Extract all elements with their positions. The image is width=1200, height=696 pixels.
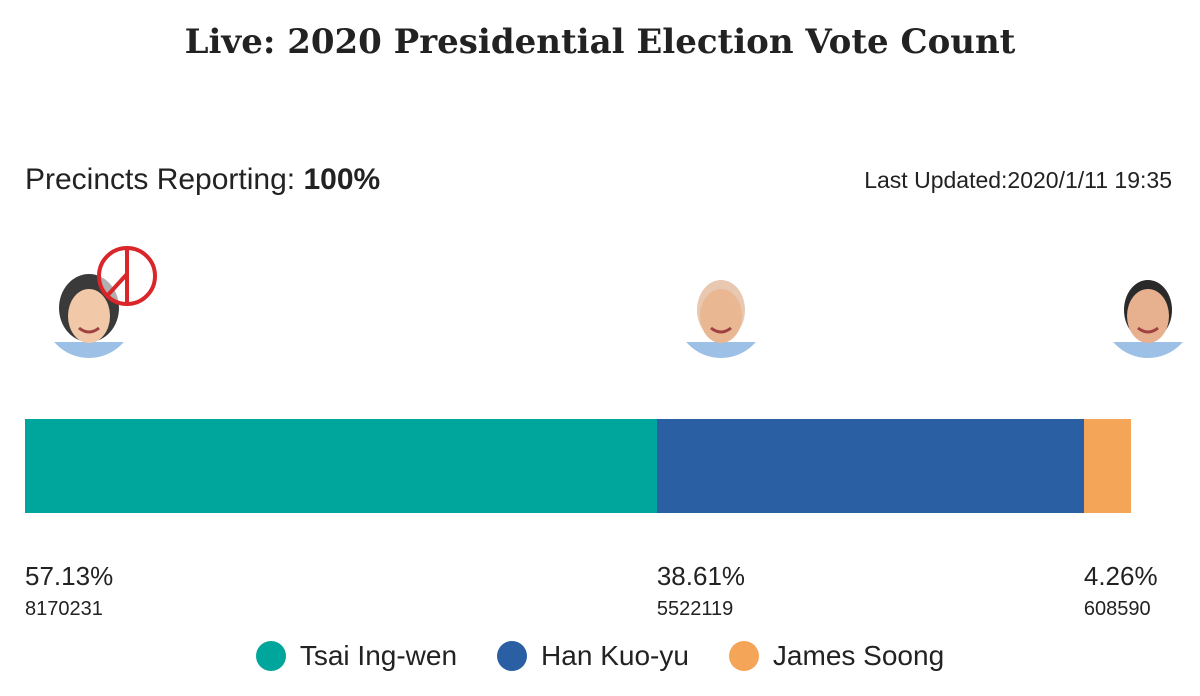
- bar-segment: 38.61% 5522119: [656, 266, 1084, 620]
- vote-count: 608590: [1083, 598, 1151, 620]
- candidate-photo: [43, 246, 157, 358]
- candidate-result: 4.26% 608590: [1084, 561, 1158, 621]
- legend-swatch: [497, 641, 528, 671]
- candidate-result: 57.13% 8170231: [25, 561, 113, 621]
- precincts-reporting: Precincts Reporting: 100%: [25, 163, 380, 197]
- last-updated: Last Updated:2020/1/11 19:35: [864, 167, 1172, 193]
- winner-stamp-icon: [95, 244, 159, 313]
- bar-segment: 57.13% 8170231: [25, 246, 657, 620]
- legend-item: Tsai Ing-wen: [255, 640, 458, 672]
- legend-label: Han Kuo-yu: [541, 640, 689, 671]
- legend: Tsai Ing-wen Han Kuo-yu James Soong: [0, 640, 1200, 672]
- vote-count: 8170231: [25, 598, 103, 620]
- percent-label: 38.61%: [656, 561, 746, 591]
- legend-swatch: [728, 641, 759, 671]
- legend-swatch: [255, 641, 286, 671]
- candidate-photo: [674, 266, 767, 358]
- legend-item: James Soong: [728, 640, 945, 672]
- precincts-value: 100%: [303, 163, 381, 196]
- legend-label: Tsai Ing-wen: [299, 640, 458, 671]
- vote-share-bar: 57.13% 8170231 38.61% 5522119 4.26% 608590: [25, 246, 1194, 620]
- legend-label: James Soong: [772, 640, 945, 671]
- precincts-label: Precincts Reporting:: [25, 163, 304, 196]
- candidate-result: 38.61% 5522119: [657, 561, 745, 621]
- legend-item: Han Kuo-yu: [497, 640, 689, 672]
- page-title: Live: 2020 Presidential Election Vote Co…: [184, 22, 1016, 62]
- vote-count: 5522119: [656, 598, 734, 620]
- percent-label: 4.26%: [1083, 561, 1158, 591]
- bar-segment: 4.26% 608590: [1083, 266, 1194, 620]
- percent-label: 57.13%: [25, 561, 114, 591]
- candidate-photo: [1101, 266, 1194, 358]
